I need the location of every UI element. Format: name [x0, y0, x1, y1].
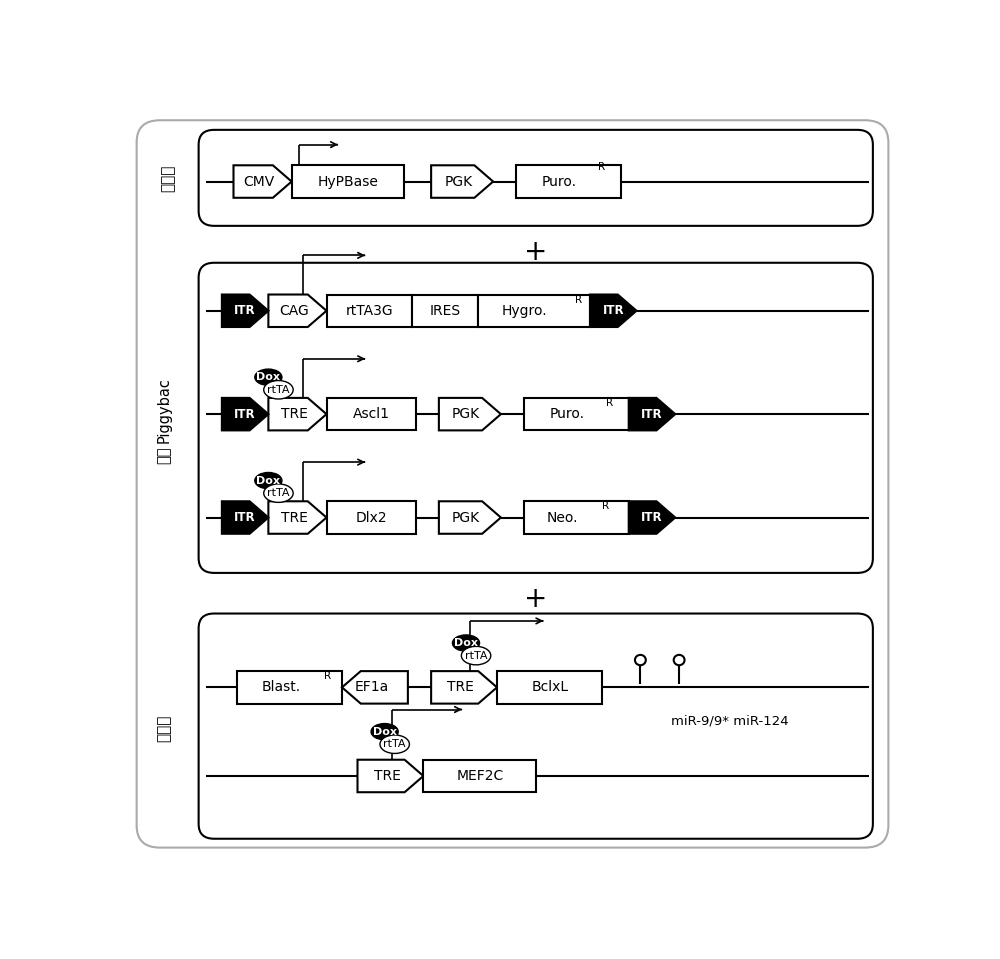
Text: R: R [575, 294, 582, 305]
Text: BclxL: BclxL [531, 680, 568, 694]
Bar [516, 165, 621, 198]
Text: ITR: ITR [234, 408, 256, 421]
Polygon shape [431, 165, 493, 198]
Text: rtTA: rtTA [267, 385, 290, 395]
Polygon shape [629, 398, 675, 431]
Text: rtTA: rtTA [267, 488, 290, 498]
Circle shape [674, 655, 685, 666]
FancyBboxPatch shape [199, 129, 873, 226]
FancyBboxPatch shape [199, 263, 873, 573]
Polygon shape [268, 294, 326, 327]
Bar [326, 502, 416, 534]
Text: 慢病毒: 慢病毒 [156, 714, 171, 741]
Text: ITR: ITR [641, 408, 663, 421]
Polygon shape [342, 671, 408, 704]
Text: MEF2C: MEF2C [456, 769, 504, 783]
Text: Hygro.: Hygro. [501, 304, 547, 317]
Bar [326, 294, 412, 327]
Text: R: R [602, 502, 609, 511]
Text: PGK: PGK [452, 510, 480, 525]
Text: EF1a: EF1a [354, 680, 389, 694]
Text: Dox: Dox [256, 372, 280, 383]
Text: CMV: CMV [243, 175, 275, 189]
Text: TRE: TRE [447, 680, 474, 694]
Text: R: R [324, 671, 332, 681]
Text: +: + [524, 585, 547, 613]
Text: miR-9/9* miR-124: miR-9/9* miR-124 [671, 714, 788, 727]
Polygon shape [234, 165, 292, 198]
Polygon shape [629, 502, 675, 534]
Ellipse shape [452, 635, 480, 651]
Polygon shape [358, 760, 423, 792]
Bar [237, 671, 342, 704]
Bar [423, 760, 536, 792]
Bar [292, 165, 404, 198]
Text: TRE: TRE [281, 408, 307, 421]
Text: Puro.: Puro. [549, 408, 584, 421]
FancyBboxPatch shape [199, 614, 873, 839]
Polygon shape [222, 502, 268, 534]
Polygon shape [222, 294, 268, 327]
Text: rtTA: rtTA [465, 650, 487, 661]
Text: ITR: ITR [602, 304, 624, 317]
Text: rtTA: rtTA [383, 739, 406, 749]
Polygon shape [268, 398, 326, 431]
Circle shape [635, 655, 646, 666]
Text: Neo.: Neo. [547, 510, 579, 525]
Text: HyPBase: HyPBase [318, 175, 379, 189]
Ellipse shape [371, 723, 398, 739]
Polygon shape [439, 502, 501, 534]
Text: R: R [606, 398, 613, 409]
Ellipse shape [380, 735, 409, 754]
Polygon shape [431, 671, 497, 704]
Text: +: + [524, 238, 547, 266]
Polygon shape [590, 294, 637, 327]
Text: Dox: Dox [454, 638, 478, 648]
Text: CAG: CAG [279, 304, 309, 317]
Text: 转座酶: 转座酶 [160, 164, 175, 192]
Ellipse shape [255, 369, 282, 386]
Bar [326, 398, 416, 431]
Ellipse shape [264, 381, 293, 399]
Text: TRE: TRE [281, 510, 307, 525]
Bar [478, 294, 590, 327]
Bar [497, 671, 602, 704]
Ellipse shape [461, 646, 491, 665]
Text: ITR: ITR [234, 511, 256, 524]
Polygon shape [222, 398, 268, 431]
Text: Dox: Dox [373, 727, 397, 737]
Text: 载体: 载体 [156, 446, 171, 463]
Text: rtTA3G: rtTA3G [345, 304, 393, 317]
Polygon shape [439, 398, 501, 431]
Text: ITR: ITR [641, 511, 663, 524]
Text: ITR: ITR [234, 304, 256, 317]
Bar [412, 294, 478, 327]
FancyBboxPatch shape [137, 120, 888, 848]
Bar [524, 398, 629, 431]
Text: Puro.: Puro. [542, 175, 576, 189]
Bar [524, 502, 629, 534]
Text: Blast.: Blast. [262, 680, 301, 694]
Text: R: R [598, 162, 605, 172]
Text: IRES: IRES [430, 304, 461, 317]
Text: PGK: PGK [452, 408, 480, 421]
Ellipse shape [264, 484, 293, 503]
Text: PGK: PGK [444, 175, 472, 189]
Text: TRE: TRE [374, 769, 400, 783]
Text: Piggybac: Piggybac [156, 378, 171, 443]
Text: Dlx2: Dlx2 [356, 510, 387, 525]
Text: Dox: Dox [256, 476, 280, 485]
Polygon shape [268, 502, 326, 534]
Ellipse shape [255, 473, 282, 489]
Text: Ascl1: Ascl1 [353, 408, 390, 421]
